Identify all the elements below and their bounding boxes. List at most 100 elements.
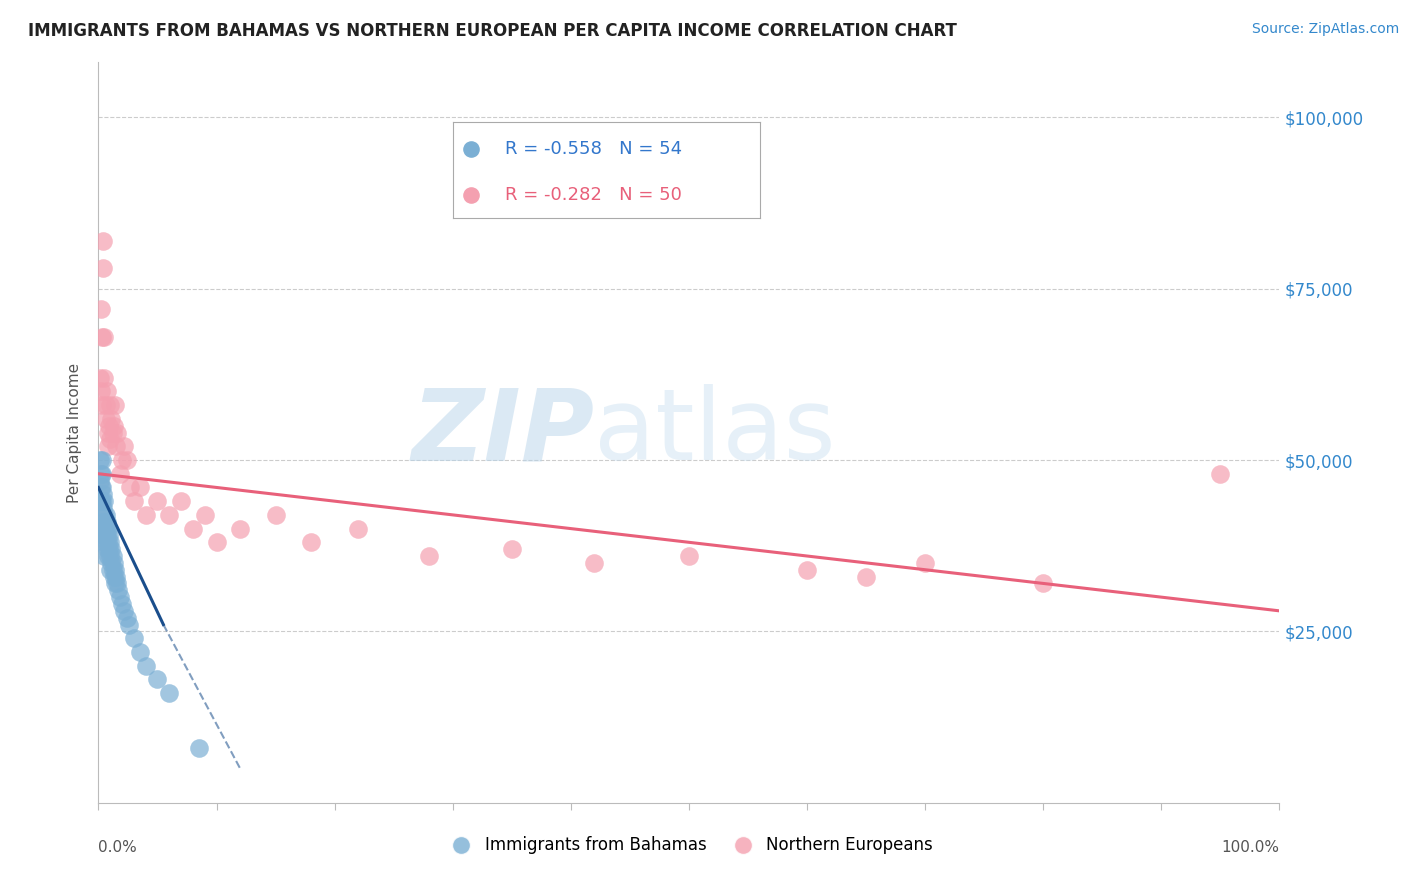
Point	[120, 480, 142, 494]
Point	[93, 508, 115, 522]
Point	[135, 658, 157, 673]
Point	[108, 467, 131, 481]
Point	[115, 453, 138, 467]
Point	[91, 467, 114, 481]
Point	[501, 542, 523, 557]
Point	[96, 528, 118, 542]
Point	[98, 398, 121, 412]
Point	[111, 597, 134, 611]
Point	[97, 425, 120, 440]
Point	[91, 515, 114, 529]
Point	[97, 535, 120, 549]
Point	[91, 398, 114, 412]
Y-axis label: Per Capita Income: Per Capita Income	[67, 362, 83, 503]
Point	[105, 569, 128, 583]
Point	[418, 549, 440, 563]
Point	[112, 439, 135, 453]
Point	[93, 522, 115, 536]
Point	[855, 569, 877, 583]
Point	[91, 329, 114, 343]
Text: atlas: atlas	[595, 384, 837, 481]
Point	[118, 617, 141, 632]
Text: 0.0%: 0.0%	[98, 840, 138, 855]
Point	[146, 494, 169, 508]
Point	[89, 474, 111, 488]
Point	[96, 384, 118, 399]
Point	[104, 563, 127, 577]
Point	[93, 371, 115, 385]
Point	[91, 501, 114, 516]
Point	[112, 604, 135, 618]
Point	[678, 549, 700, 563]
Point	[157, 686, 180, 700]
Text: IMMIGRANTS FROM BAHAMAS VS NORTHERN EUROPEAN PER CAPITA INCOME CORRELATION CHART: IMMIGRANTS FROM BAHAMAS VS NORTHERN EURO…	[28, 22, 957, 40]
Point	[98, 528, 121, 542]
Point	[98, 535, 121, 549]
Point	[94, 508, 117, 522]
Point	[96, 515, 118, 529]
Point	[90, 467, 112, 481]
Point	[170, 494, 193, 508]
Point	[98, 418, 121, 433]
Point	[101, 563, 124, 577]
Point	[105, 425, 128, 440]
Point	[100, 412, 122, 426]
Point	[181, 522, 204, 536]
Point	[101, 549, 124, 563]
Point	[347, 522, 370, 536]
Point	[914, 556, 936, 570]
Point	[98, 542, 121, 557]
Point	[122, 632, 145, 646]
Point	[299, 535, 322, 549]
Point	[91, 494, 114, 508]
Point	[583, 556, 606, 570]
Point	[97, 522, 120, 536]
Text: Source: ZipAtlas.com: Source: ZipAtlas.com	[1251, 22, 1399, 37]
Point	[264, 508, 287, 522]
Point	[115, 610, 138, 624]
Point	[105, 576, 128, 591]
Point	[111, 453, 134, 467]
Point	[97, 439, 120, 453]
Point	[91, 234, 114, 248]
Point	[100, 556, 122, 570]
Point	[90, 480, 112, 494]
Point	[229, 522, 252, 536]
Point	[796, 563, 818, 577]
Point	[98, 563, 121, 577]
Point	[101, 425, 124, 440]
Point	[1032, 576, 1054, 591]
Point	[94, 412, 117, 426]
Point	[98, 549, 121, 563]
Text: ZIP: ZIP	[412, 384, 595, 481]
Point	[96, 542, 118, 557]
Point	[90, 302, 112, 317]
Point	[91, 261, 114, 276]
Point	[122, 494, 145, 508]
Point	[107, 583, 129, 598]
Point	[135, 508, 157, 522]
Text: 100.0%: 100.0%	[1222, 840, 1279, 855]
Point	[1209, 467, 1232, 481]
Point	[128, 645, 150, 659]
Point	[103, 556, 125, 570]
Point	[128, 480, 150, 494]
Point	[90, 494, 112, 508]
Legend: Immigrants from Bahamas, Northern Europeans: Immigrants from Bahamas, Northern Europe…	[439, 830, 939, 861]
Point	[93, 549, 115, 563]
Point	[108, 590, 131, 604]
Point	[93, 535, 115, 549]
Point	[91, 453, 114, 467]
Point	[157, 508, 180, 522]
Point	[194, 508, 217, 522]
Point	[94, 522, 117, 536]
Point	[205, 535, 228, 549]
Point	[91, 480, 114, 494]
Point	[187, 741, 209, 756]
Point	[94, 398, 117, 412]
Point	[146, 673, 169, 687]
Point	[91, 487, 114, 501]
Point	[98, 433, 121, 447]
Point	[105, 439, 128, 453]
Point	[89, 371, 111, 385]
